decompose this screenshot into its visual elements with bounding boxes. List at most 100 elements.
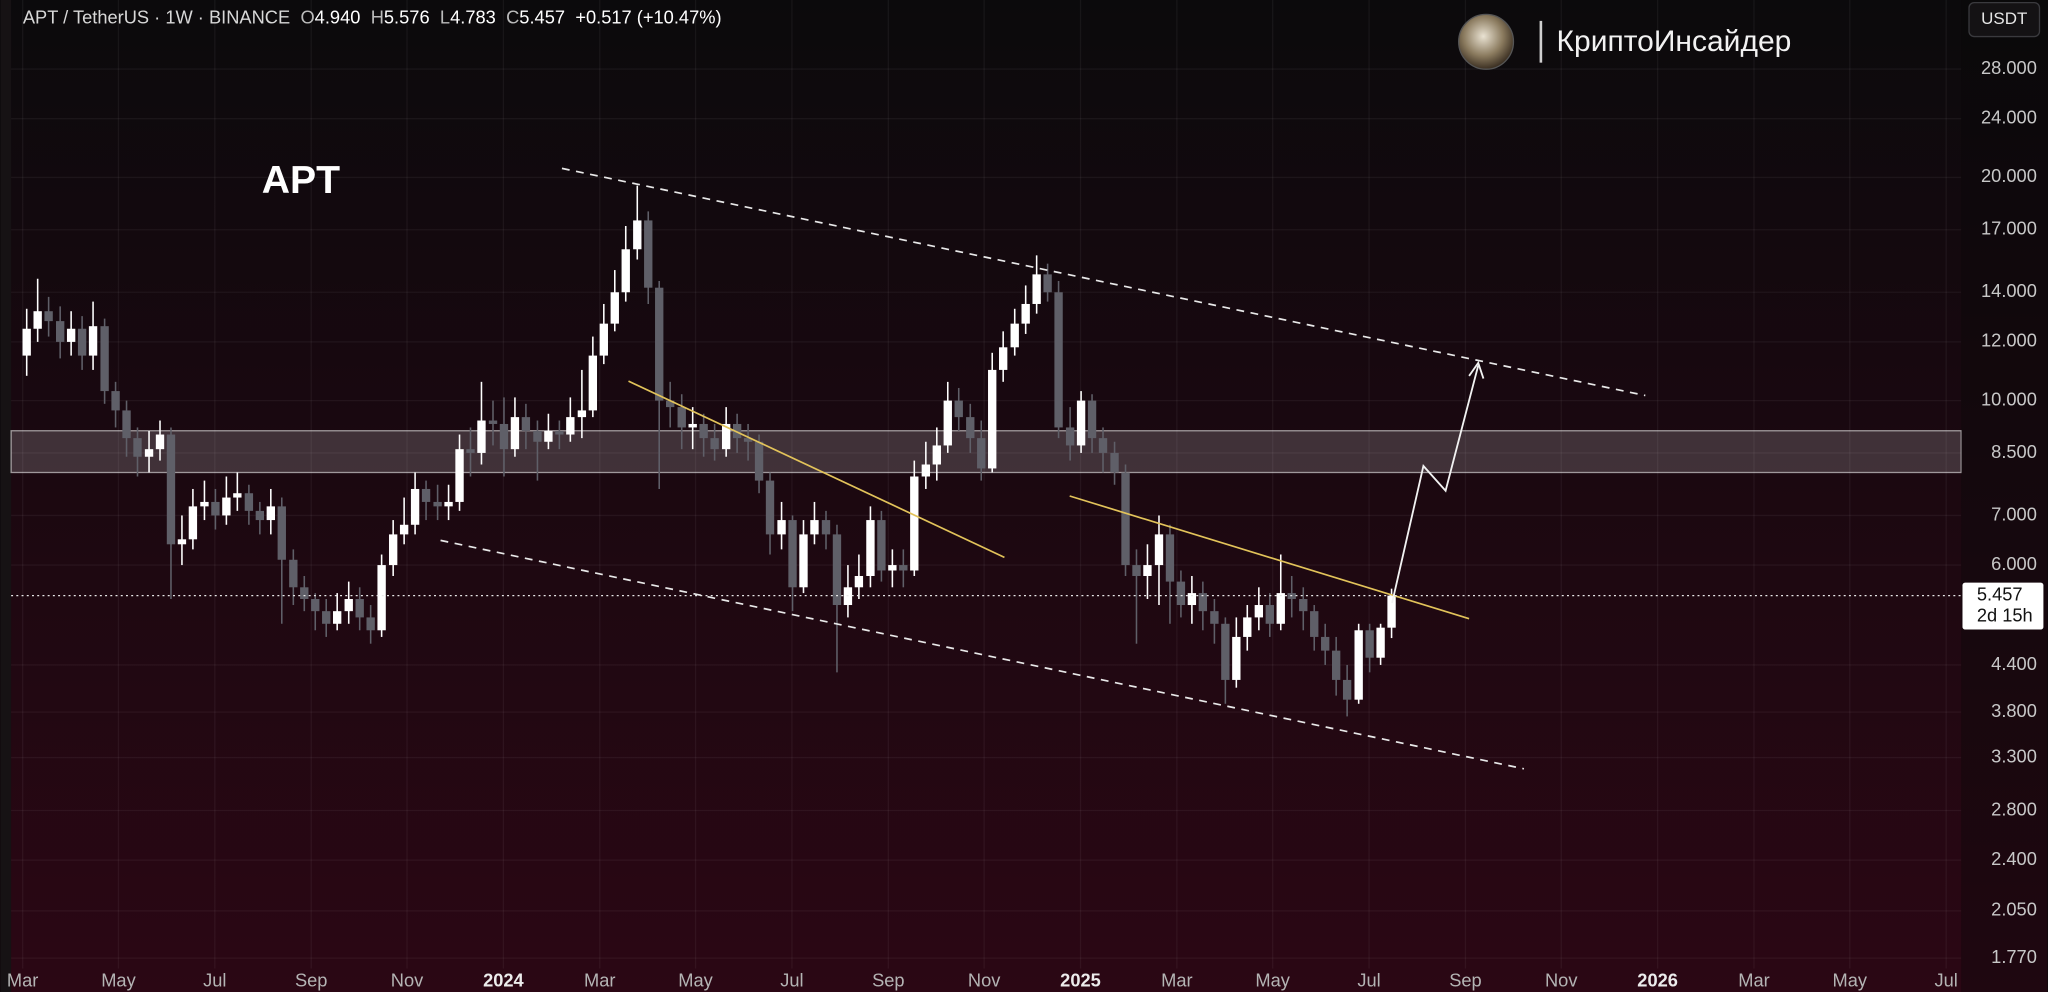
candle-body: [644, 220, 653, 288]
x-tick-label: Mar: [1738, 969, 1769, 990]
x-tick-label: Sep: [295, 969, 328, 990]
projection-arrow: [1391, 365, 1480, 604]
candle-body: [1376, 627, 1385, 658]
candle-body: [1043, 274, 1052, 293]
y-tick-label: 28.000: [1981, 57, 2037, 78]
candle-body: [355, 599, 364, 618]
candle-body: [966, 417, 975, 439]
candle-body: [566, 417, 575, 435]
channel-upper: [561, 167, 1646, 397]
candle-body: [1265, 605, 1274, 624]
y-tick-label: 2.400: [1991, 848, 2037, 869]
chart-title: APT: [262, 159, 340, 202]
candle-body: [810, 520, 819, 535]
candle-body: [200, 501, 209, 507]
y-tick-label: 14.000: [1981, 280, 2037, 301]
candle-body: [1110, 452, 1119, 473]
candle-body: [233, 493, 242, 498]
candle-body: [1254, 605, 1264, 618]
candle-body: [932, 445, 941, 465]
ohlc-value: 4.783: [450, 6, 496, 27]
header: APT / TetherUS · 1W · BINANCE O4.940 H5.…: [23, 6, 722, 27]
candle-body: [1154, 534, 1164, 566]
candle-body: [688, 423, 697, 428]
candle-body: [177, 539, 187, 545]
ohlc-label: L: [440, 6, 450, 27]
candle-body: [854, 575, 864, 588]
x-tick-label: Jul: [1357, 969, 1380, 990]
candle-body: [377, 565, 386, 631]
candle-body: [743, 438, 753, 442]
candle-body: [1087, 400, 1097, 439]
y-tick-label: 2.050: [1991, 899, 2037, 920]
candle-body: [433, 501, 442, 507]
x-tick-label: Jul: [203, 969, 226, 990]
candle-body: [699, 423, 708, 439]
candle-body: [555, 430, 564, 435]
left-edge: [0, 0, 12, 992]
candle-body: [488, 420, 498, 424]
candle-body: [866, 520, 875, 576]
x-tick-label: Jul: [780, 969, 803, 990]
candle-body: [599, 323, 608, 356]
candle-body: [333, 611, 342, 624]
candle-body: [1076, 400, 1086, 446]
candle-body: [799, 534, 808, 588]
candle-body: [222, 497, 231, 516]
candle-body: [1354, 630, 1363, 700]
candle-body: [821, 520, 831, 535]
candle-body: [366, 617, 375, 631]
y-tick-label: 4.400: [1991, 653, 2037, 674]
candle-body: [666, 400, 675, 408]
ohlc-value: 5.457: [519, 6, 565, 27]
candle-body: [1098, 438, 1108, 453]
x-tick-label: Nov: [968, 969, 1001, 990]
candle-body: [588, 355, 598, 411]
candle-body: [77, 328, 87, 356]
y-tick-label: 12.000: [1981, 330, 2037, 351]
axes: 28.000 24.000 20.000 17.000 14.000 12.000 10.0…: [7, 57, 2044, 990]
candle-body: [55, 321, 65, 342]
y-tick-label: 3.800: [1991, 700, 2037, 721]
arrow-head: [1468, 360, 1485, 379]
candle-body: [322, 611, 331, 624]
candle-body: [1221, 623, 1230, 680]
watermark: КриптоИнсайдер: [1557, 25, 1792, 58]
candle-body: [998, 347, 1008, 370]
x-tick-label: Sep: [872, 969, 904, 990]
candle-body: [455, 449, 464, 502]
candle-body: [421, 488, 431, 502]
x-tick-label: 2025: [1060, 969, 1101, 990]
candle-body: [1387, 595, 1396, 628]
y-tick-label: 17.000: [1981, 218, 2037, 239]
trendline: [1069, 495, 1470, 620]
candle-body: [1198, 593, 1208, 612]
candle-body: [266, 506, 275, 521]
watermark-avatar: [1458, 13, 1515, 70]
candle-body: [710, 438, 719, 450]
candle-body: [1365, 630, 1374, 658]
candle-body: [1065, 427, 1075, 446]
candle-body: [477, 420, 486, 453]
candle-body: [954, 400, 963, 418]
currency: USDT: [1981, 9, 2027, 28]
channel-lower: [440, 539, 1525, 770]
price-label: 5.457: [1977, 583, 2023, 604]
candle-body: [1243, 617, 1252, 637]
candle-body: [1210, 611, 1219, 624]
candle-body: [754, 441, 764, 481]
candle-body: [577, 410, 587, 418]
change: +0.517 (+10.47%): [575, 6, 721, 27]
candle-body: [410, 488, 420, 525]
currency-button[interactable]: [1968, 1, 2041, 38]
x-tick-label: May: [1833, 969, 1868, 990]
trendline: [628, 380, 1005, 559]
y-tick-label: 20.000: [1981, 165, 2037, 186]
candle-body: [1121, 472, 1130, 566]
candle-body: [122, 410, 131, 439]
candle-body: [877, 520, 886, 571]
candle-body: [211, 501, 220, 516]
ohlc-label: O: [300, 6, 314, 27]
x-tick-label: May: [678, 969, 713, 990]
candle-body: [289, 559, 298, 588]
